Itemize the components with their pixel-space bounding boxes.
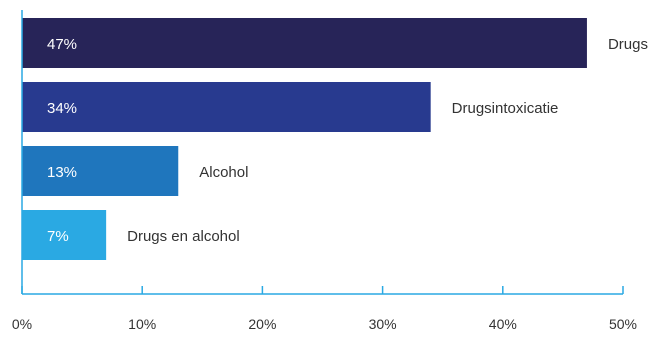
bar-category-label: Drugs [608, 36, 648, 53]
x-tick-label: 30% [369, 316, 397, 332]
x-tick-label: 0% [12, 316, 32, 332]
bar [22, 146, 179, 196]
bar-value-label: 7% [47, 228, 69, 245]
bar [22, 82, 431, 132]
bar [22, 18, 587, 68]
x-tick-label: 10% [128, 316, 156, 332]
x-axis: 0% 10% 20% 30% 40% 50% [12, 10, 637, 332]
x-tick-label: 40% [489, 316, 517, 332]
bar-category-label: Drugsintoxicatie [452, 100, 559, 117]
bar-value-label: 13% [47, 164, 77, 181]
bar-category-label: Drugs en alcohol [127, 228, 240, 245]
x-tick-label: 20% [248, 316, 276, 332]
bars-layer: 47% Drugs 34% Drugsintoxicatie 13% Alcohol 7% D… [22, 18, 648, 260]
bar-value-label: 34% [47, 100, 77, 117]
bar-value-label: 47% [47, 36, 77, 53]
x-tick-label: 50% [609, 316, 637, 332]
bar [22, 210, 107, 260]
bar-category-label: Alcohol [199, 164, 248, 181]
